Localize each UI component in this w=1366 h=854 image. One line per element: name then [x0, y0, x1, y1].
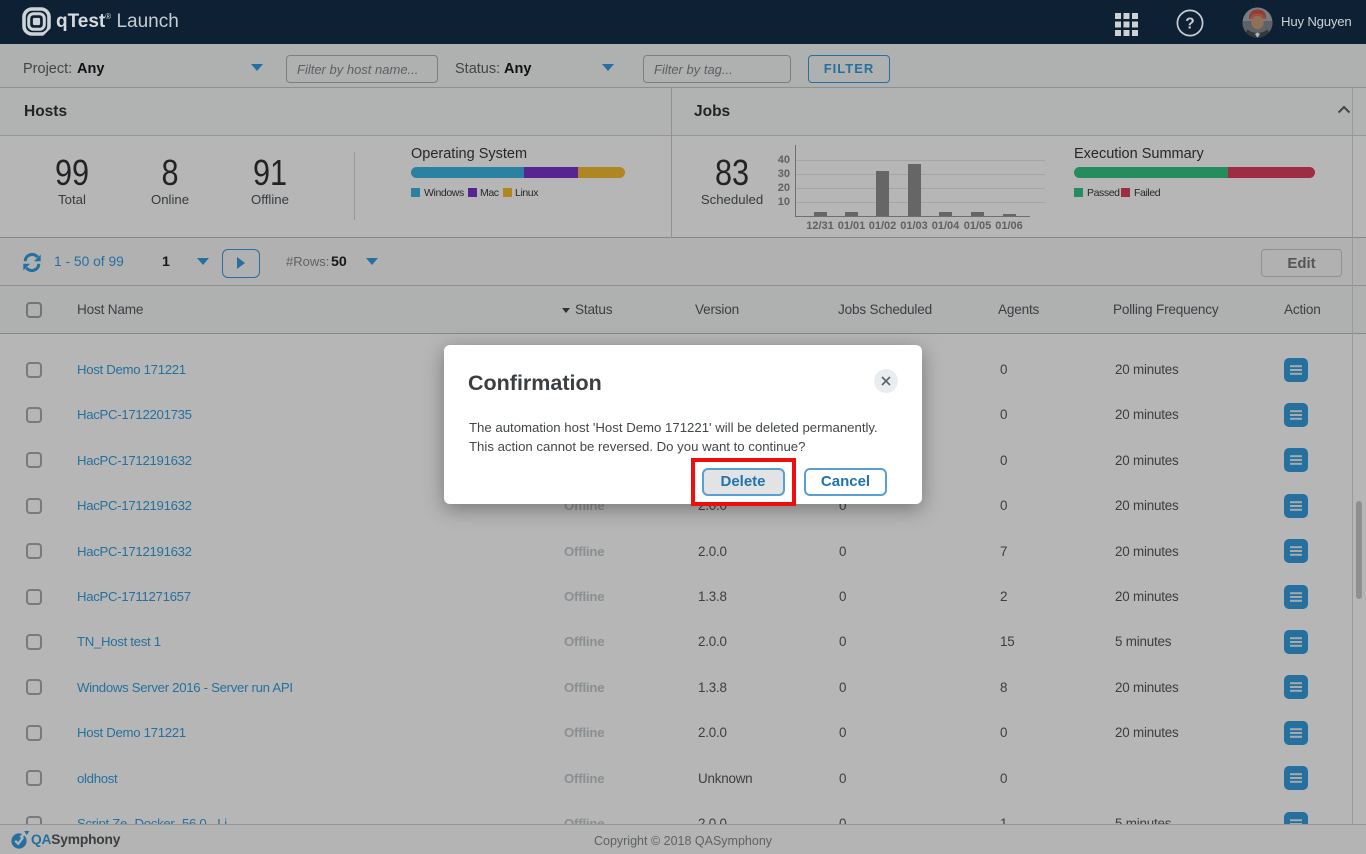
- svg-text:?: ?: [1185, 15, 1194, 32]
